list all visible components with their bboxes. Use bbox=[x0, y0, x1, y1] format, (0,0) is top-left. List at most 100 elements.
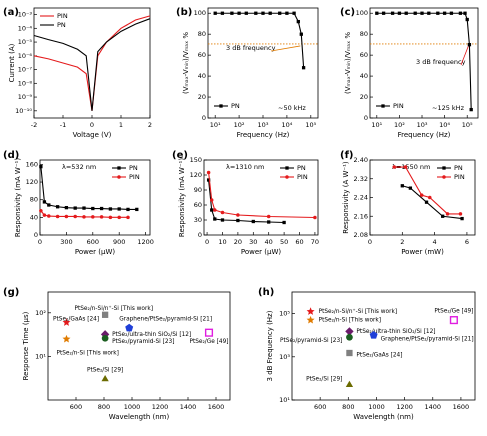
x-tick-label: 10³ bbox=[258, 121, 269, 129]
y-tick-label: 100 bbox=[356, 9, 368, 17]
data-point bbox=[237, 11, 241, 15]
data-point bbox=[296, 19, 300, 24]
data-point bbox=[206, 178, 211, 182]
data-point bbox=[213, 11, 217, 15]
x-tick-label: 4 bbox=[433, 238, 437, 246]
x-axis-label: Frequency (Hz) bbox=[398, 131, 451, 139]
data-point bbox=[292, 11, 296, 15]
data-point bbox=[404, 11, 408, 15]
y-axis-label: 3 dB Frequency (Hz) bbox=[266, 310, 274, 381]
y-tick-label: 60 bbox=[360, 51, 368, 59]
legend-label: PN bbox=[231, 102, 240, 110]
legend-label: PIN bbox=[297, 173, 308, 181]
data-point bbox=[42, 213, 47, 217]
x-tick-label: 0 bbox=[368, 238, 372, 246]
annotation-arrow bbox=[460, 45, 469, 66]
data-point bbox=[117, 215, 121, 220]
x-tick-label: 1400 bbox=[180, 403, 197, 411]
data-point bbox=[345, 380, 354, 387]
data-point bbox=[82, 215, 86, 219]
data-point bbox=[204, 328, 214, 337]
x-tick-label: 10² bbox=[234, 121, 245, 129]
panel-label: (f) bbox=[340, 150, 354, 161]
y-tick-label: 80 bbox=[360, 30, 368, 38]
point-label: PtSe₂/pyramid-Si [23] bbox=[280, 338, 342, 344]
data-point bbox=[73, 214, 77, 219]
x-tick-label: 800 bbox=[98, 403, 110, 411]
legend-label: PIN bbox=[129, 173, 140, 181]
data-point bbox=[82, 206, 86, 210]
y-tick-label: 20 bbox=[198, 93, 206, 101]
legend-label: PN bbox=[297, 164, 306, 172]
data-point bbox=[299, 32, 303, 36]
data-point bbox=[236, 213, 240, 217]
annotation: λ=1310 nm bbox=[226, 163, 264, 171]
panel-label: (e) bbox=[172, 150, 188, 161]
x-tick-label: 10 bbox=[218, 238, 226, 246]
series-line bbox=[33, 15, 151, 111]
x-tick-label: 900 bbox=[113, 238, 125, 246]
y-tick-label: 10¹ bbox=[35, 352, 46, 360]
data-point bbox=[230, 11, 234, 15]
annotation: 3 dB frequency bbox=[226, 44, 276, 52]
data-point bbox=[62, 318, 71, 326]
y-tick-label: 120 bbox=[26, 178, 38, 186]
legend-marker bbox=[117, 166, 121, 170]
x-tick-label: 1200 bbox=[396, 403, 413, 411]
data-point bbox=[244, 11, 248, 15]
x-tick-label: 70 bbox=[311, 238, 319, 246]
data-point bbox=[73, 206, 77, 210]
data-point bbox=[345, 327, 354, 336]
y-tick-label: 30 bbox=[194, 216, 202, 224]
data-point bbox=[101, 311, 109, 318]
y-tick-label: 2.24 bbox=[354, 194, 368, 202]
x-tick-label: 300 bbox=[60, 238, 72, 246]
y-tick-label: 40 bbox=[30, 213, 38, 221]
data-point bbox=[266, 214, 271, 219]
data-point bbox=[101, 334, 109, 342]
y-tick-label: 10¹ bbox=[279, 396, 290, 404]
data-point bbox=[313, 215, 317, 220]
legend-marker bbox=[442, 166, 446, 170]
data-point bbox=[220, 11, 225, 15]
series-line bbox=[215, 12, 305, 68]
point-label: PtSe₂/GaAs [24] bbox=[53, 316, 99, 322]
x-tick-label: 20 bbox=[234, 238, 242, 246]
data-point bbox=[47, 203, 51, 207]
data-point bbox=[420, 11, 424, 15]
data-point bbox=[306, 315, 315, 324]
plot-frame bbox=[39, 159, 151, 236]
x-tick-label: 800 bbox=[342, 403, 354, 411]
panel-label: (b) bbox=[176, 7, 192, 18]
y-tick-label: 160 bbox=[26, 160, 38, 168]
point-label: PtSe₂/ultra-thin SiO₂/Si [12] bbox=[112, 332, 191, 338]
data-point bbox=[39, 208, 43, 213]
x-tick-label: 2 bbox=[148, 121, 152, 129]
data-point bbox=[427, 11, 431, 15]
y-tick-label: 10⁻¹⁰ bbox=[15, 107, 32, 115]
y-axis-label: (Vₘₐₓ-Vₘᵢₙ)/Vₘₐₓ % bbox=[344, 32, 352, 94]
point-label: PtSe₂/Si [29] bbox=[87, 368, 123, 374]
y-tick-label: 150 bbox=[190, 156, 202, 164]
legend-label: PIN bbox=[57, 12, 68, 20]
point-label: Graphene/PtSe₂/pyramid-Si [21] bbox=[119, 316, 212, 322]
data-point bbox=[209, 198, 214, 202]
plot-frame bbox=[207, 7, 319, 119]
x-axis-label: Wavelength (nm) bbox=[353, 413, 414, 421]
panel-label: (a) bbox=[3, 7, 19, 18]
legend-label: PIN bbox=[454, 173, 465, 181]
legend-marker bbox=[442, 175, 446, 179]
data-point bbox=[126, 215, 130, 220]
data-point bbox=[126, 207, 130, 212]
x-tick-label: 10⁴ bbox=[439, 121, 450, 129]
y-tick-label: 90 bbox=[194, 186, 202, 194]
data-point bbox=[55, 214, 60, 219]
data-point bbox=[278, 11, 282, 15]
x-tick-label: 30 bbox=[249, 238, 257, 246]
x-tick-label: 40 bbox=[265, 238, 273, 246]
data-point bbox=[467, 43, 472, 47]
data-point bbox=[449, 316, 458, 325]
data-point bbox=[458, 11, 463, 15]
y-tick-label: 40 bbox=[198, 72, 206, 80]
x-tick-label: 10⁵ bbox=[305, 121, 316, 129]
